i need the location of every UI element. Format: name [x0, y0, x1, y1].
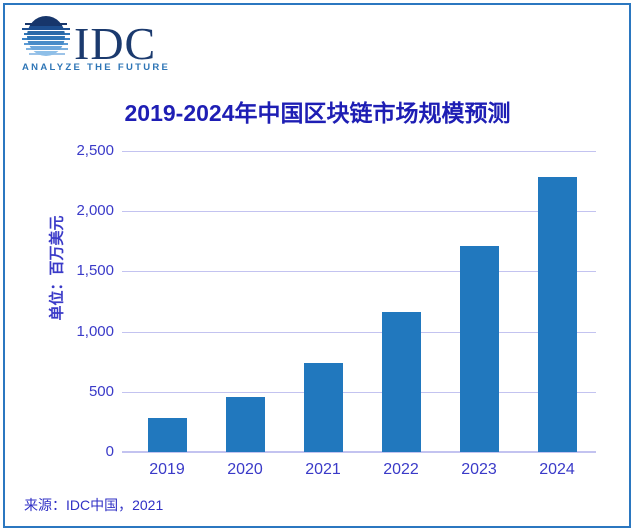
gridline-500 — [122, 391, 596, 393]
gridline-2,500 — [122, 151, 596, 152]
x-tick-2024: 2024 — [539, 461, 575, 478]
x-tick-2020: 2020 — [227, 461, 263, 478]
gridline-2,000 — [122, 211, 596, 213]
x-tick-2021: 2021 — [305, 461, 341, 478]
y-tick-1,000: 1,000 — [76, 322, 114, 340]
y-tick-2,000: 2,000 — [76, 202, 114, 220]
x-tick-2022: 2022 — [383, 461, 419, 478]
gridline-0 — [122, 451, 596, 453]
y-axis-tick-labels: 0 500 1,000 1,500 2,000 2,500 — [0, 142, 118, 460]
y-tick-1,500: 1,500 — [76, 262, 114, 280]
bar-2022 — [381, 311, 421, 452]
y-tick-0: 0 — [105, 443, 114, 460]
idc-logo-tagline: ANALYZE THE FUTURE — [22, 62, 171, 73]
bar-2021 — [303, 362, 343, 452]
idc-logo-text: IDC — [74, 18, 157, 69]
globe-stripes-icon — [22, 16, 70, 56]
idc-logo: IDC ANALYZE THE FUTURE — [22, 13, 171, 75]
bar-2023 — [459, 246, 499, 452]
x-tick-2023: 2023 — [461, 461, 497, 478]
gridline-1,000 — [122, 331, 596, 333]
y-tick-500: 500 — [88, 382, 114, 400]
source-note: 来源：IDC中国，2021 — [24, 497, 164, 513]
bar-2024 — [537, 176, 577, 452]
x-axis-tick-labels: 2019 2020 2021 2022 2023 2024 — [128, 461, 596, 483]
bar-chart-plot-area — [122, 151, 596, 453]
y-tick-2,500: 2,500 — [76, 142, 114, 159]
gridline-1,500 — [122, 271, 596, 273]
bar-2019 — [147, 417, 187, 452]
x-tick-2019: 2019 — [149, 461, 185, 478]
chart-title: 2019-2024年中国区块链市场规模预测 — [124, 100, 511, 126]
bar-2020 — [225, 397, 265, 452]
